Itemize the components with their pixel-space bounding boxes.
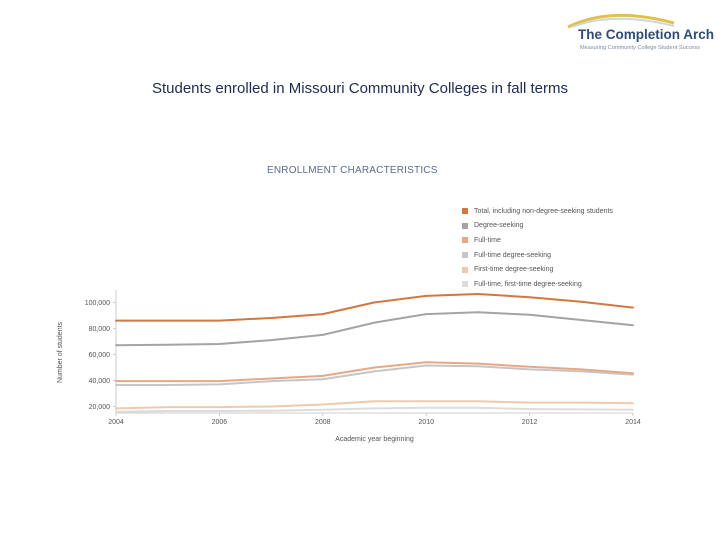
logo-title: The Completion Arch [578, 27, 715, 42]
y-tick-label: 40,000 [89, 378, 111, 385]
series-line-full-time-degree-seeking [115, 364, 634, 386]
chart-legend: Total, including non-degree-seeking stud… [462, 204, 613, 292]
x-axis-title: Academic year beginning [335, 436, 414, 443]
arch-logo-icon [567, 13, 675, 29]
x-tick-label: 2006 [212, 419, 228, 426]
series-line-total [115, 293, 634, 322]
y-tick-label: 20,000 [89, 404, 111, 411]
legend-swatch-degree-seeking [462, 222, 468, 229]
legend-label-full-time-degree-seeking: Full-time degree-seeking [474, 251, 552, 259]
chart-title: ENROLLMENT CHARACTERISTICS [267, 165, 438, 176]
legend-label-full-time-first-time-degree-seeking: Full-time, first-time degree-seeking [474, 280, 582, 288]
legend-item-degree-seeking: Degree-seeking [462, 219, 613, 234]
y-axis-title: Number of students [57, 321, 64, 383]
x-tick-label: 2010 [418, 419, 434, 426]
legend-label-total: Total, including non-degree-seeking stud… [474, 207, 613, 215]
legend-swatch-full-time-first-time-degree-seeking [462, 281, 468, 288]
legend-swatch-first-time-degree-seeking [462, 266, 468, 273]
legend-item-full-time: Full-time [462, 233, 613, 248]
y-tick-label: 60,000 [89, 352, 111, 359]
legend-item-total: Total, including non-degree-seeking stud… [462, 204, 613, 219]
legend-label-full-time: Full-time [474, 236, 501, 244]
legend-swatch-full-time [462, 237, 468, 244]
y-tick-label: 80,000 [89, 326, 111, 333]
legend-label-first-time-degree-seeking: First-time degree-seeking [474, 266, 554, 274]
series-line-first-time-degree-seeking [115, 400, 634, 410]
x-tick-label: 2012 [522, 419, 538, 426]
legend-item-first-time-degree-seeking: First-time degree-seeking [462, 262, 613, 277]
completion-arch-logo: The Completion Arch Measuring Community … [556, 10, 716, 60]
series-line-full-time-first-time-degree-seeking [115, 406, 634, 413]
legend-item-full-time-first-time-degree-seeking: Full-time, first-time degree-seeking [462, 277, 613, 292]
y-tick-label: 100,000 [85, 300, 110, 307]
x-tick-label: 2014 [625, 419, 641, 426]
series-line-full-time [115, 361, 634, 383]
x-tick-label: 2008 [315, 419, 331, 426]
legend-item-full-time-degree-seeking: Full-time degree-seeking [462, 248, 613, 263]
legend-swatch-full-time-degree-seeking [462, 252, 468, 259]
slide-title: Students enrolled in Missouri Community … [151, 80, 568, 97]
x-tick-label: 2004 [108, 419, 124, 426]
legend-label-degree-seeking: Degree-seeking [474, 222, 524, 230]
legend-swatch-total [462, 208, 468, 215]
series-line-degree-seeking [115, 311, 634, 347]
logo-tagline: Measuring Community College Student Succ… [580, 45, 701, 51]
